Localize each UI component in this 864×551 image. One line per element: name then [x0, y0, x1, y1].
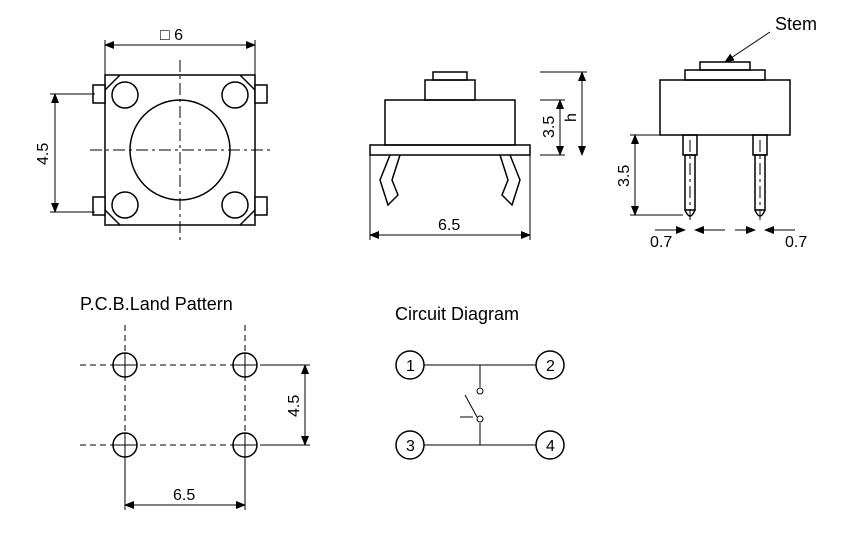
dim-sq-sym: □	[160, 27, 170, 44]
dim-pcb-y: 4.5	[286, 395, 303, 417]
end-view: 3.5 0.7 0.7	[616, 62, 807, 251]
label-circuit: Circuit Diagram	[395, 304, 519, 324]
dim-side-w: 6.5	[438, 217, 460, 234]
svg-text:□ 6: □ 6	[160, 27, 183, 44]
dim-top-sq: 6	[174, 27, 183, 44]
pin-2: 2	[546, 358, 555, 375]
dim-pcb-x: 6.5	[173, 487, 195, 504]
pin-1: 1	[406, 358, 415, 375]
pcb-pattern: 6.5 4.5	[80, 325, 310, 510]
dim-top-h: 4.5	[35, 143, 52, 165]
dim-side-htot: h	[563, 113, 580, 122]
dim-side-h1: 3.5	[541, 116, 558, 138]
stem-label: Stem	[725, 14, 817, 62]
dim-side-right: 3.5 h	[540, 72, 587, 155]
label-stem: Stem	[775, 14, 817, 34]
top-view	[90, 60, 270, 240]
dim-pin-len: 3.5	[616, 165, 633, 187]
label-pcb: P.C.B.Land Pattern	[80, 294, 233, 314]
dim-pin-w-r: 0.7	[785, 234, 807, 251]
dim-pin-w-l: 0.7	[650, 234, 672, 251]
circuit-diagram: 1 2 3 4	[396, 351, 564, 459]
side-view: 6.5	[370, 72, 530, 240]
pin-4: 4	[546, 438, 555, 455]
dim-left-4p5: 4.5	[35, 94, 95, 212]
pin-3: 3	[406, 438, 415, 455]
